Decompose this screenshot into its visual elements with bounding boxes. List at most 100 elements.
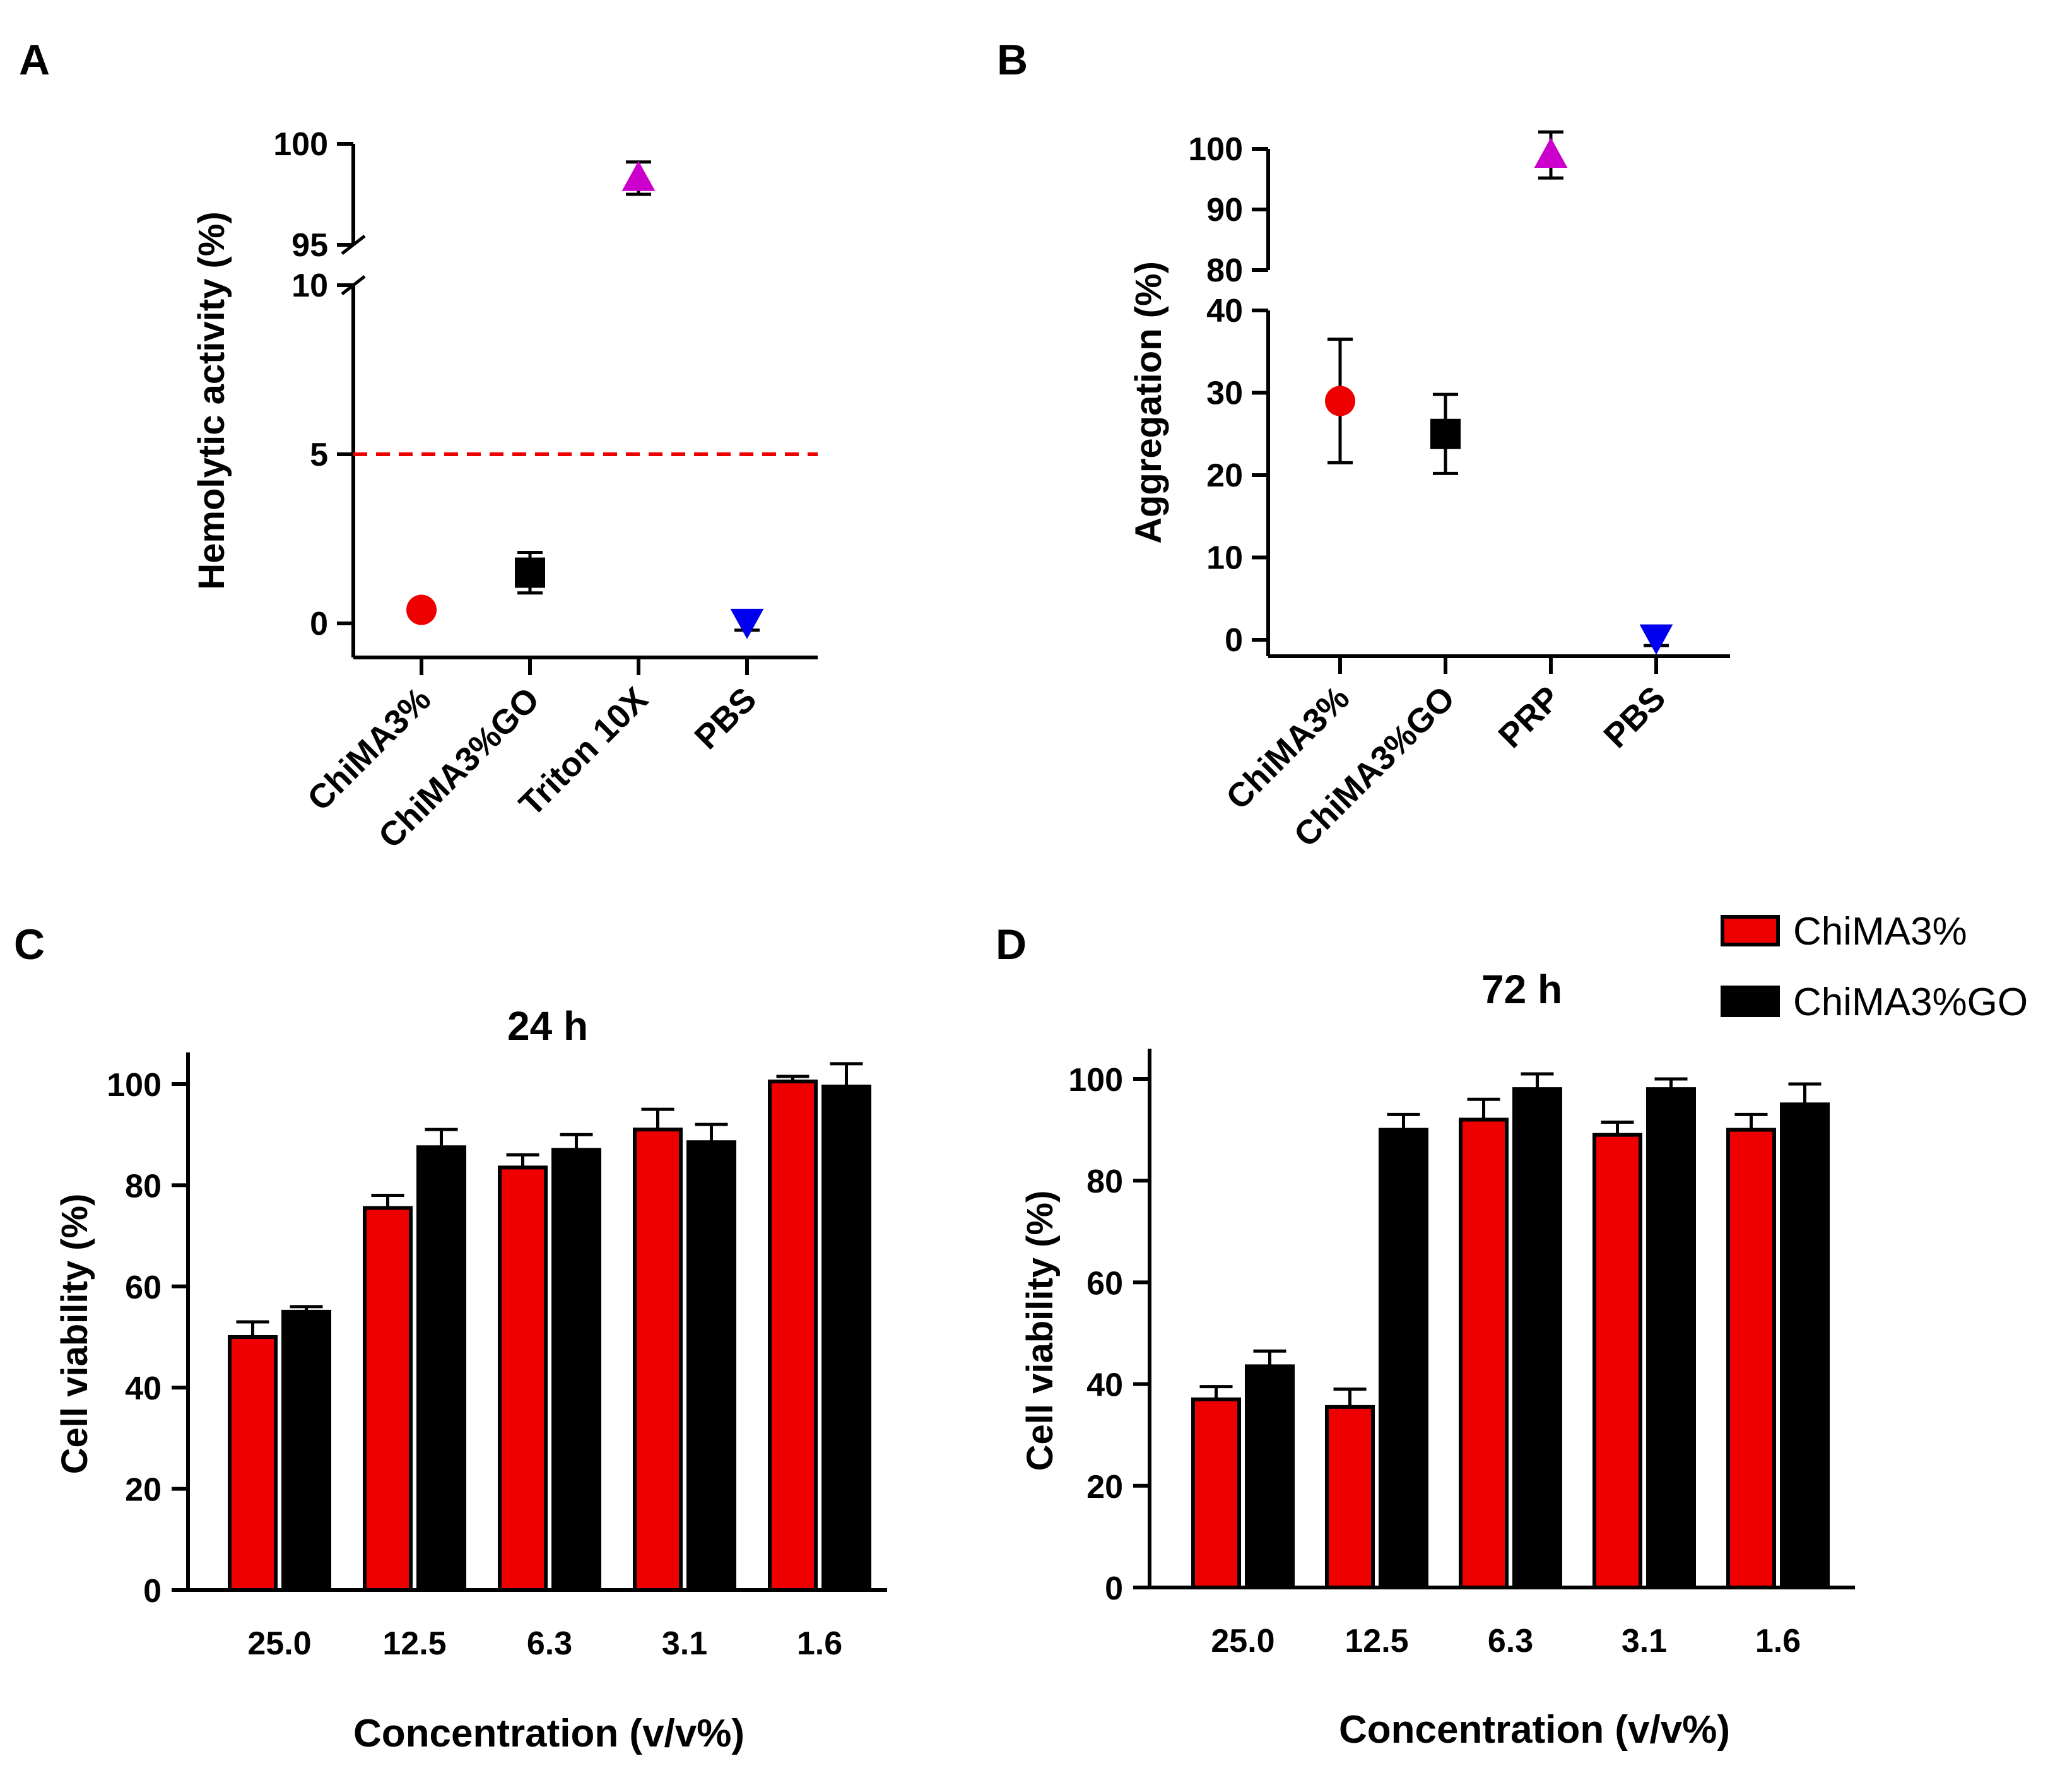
error-bar	[1253, 1349, 1286, 1368]
error-bar	[1467, 1097, 1500, 1121]
y-tick-label: 100	[1068, 1062, 1123, 1099]
legend-label: ChiMA3%	[1793, 910, 1967, 953]
y-axis-label: Aggregation (%)	[1128, 261, 1169, 544]
bar-chima3	[498, 1165, 548, 1592]
x-tick-label: 1.6	[797, 1625, 842, 1662]
error-bar	[425, 1128, 458, 1149]
y-tick-label: 80	[125, 1168, 162, 1205]
x-tick-label: PBS	[1597, 679, 1673, 755]
y-tick-label: 0	[310, 606, 328, 642]
bar-chima3	[1726, 1128, 1776, 1589]
bar-chima3go	[1780, 1102, 1830, 1590]
error-bar	[1788, 1082, 1822, 1106]
x-tick-label: PBS	[688, 680, 764, 757]
error-bar	[1199, 1385, 1233, 1401]
error-bar	[1601, 1121, 1634, 1137]
bar-chima3go	[281, 1309, 331, 1592]
panel-label: A	[19, 36, 50, 84]
y-tick-label: 80	[1086, 1163, 1123, 1200]
y-tick-label: 90	[1206, 192, 1243, 228]
error-bar	[236, 1320, 269, 1339]
error-bar	[1333, 1387, 1367, 1409]
y-axis-label: Hemolytic activity (%)	[191, 211, 232, 590]
panel-label: C	[14, 921, 45, 969]
bar-chima3	[363, 1206, 413, 1592]
bar-chima3	[768, 1079, 818, 1592]
bar-chima3go	[551, 1148, 601, 1592]
y-tick-label: 5	[310, 437, 328, 473]
error-bar	[1734, 1112, 1768, 1132]
x-tick-label: 25.0	[247, 1625, 311, 1662]
error-bar	[695, 1122, 728, 1144]
x-tick-label: 6.3	[1488, 1623, 1533, 1659]
data-point	[730, 608, 764, 639]
bar-chima3go	[1245, 1364, 1295, 1589]
bar-chima3	[1592, 1133, 1642, 1590]
error-bar	[371, 1193, 404, 1210]
error-bar	[641, 1107, 674, 1131]
bar-chima3go	[686, 1140, 736, 1592]
y-tick-label: 40	[1206, 293, 1243, 329]
error-bar	[1521, 1072, 1554, 1091]
data-point	[1430, 418, 1461, 449]
y-tick-label: 0	[1105, 1570, 1123, 1607]
x-tick-label: 3.1	[662, 1625, 707, 1662]
legend-label: ChiMA3%GO	[1793, 981, 2028, 1024]
legend-swatch	[1721, 915, 1780, 946]
panel-label: D	[996, 921, 1027, 969]
y-tick-label: 20	[1206, 457, 1243, 494]
legend-swatch	[1721, 986, 1780, 1017]
x-tick-label: 25.0	[1211, 1623, 1274, 1659]
bar-chima3go	[1646, 1087, 1696, 1589]
x-tick-label: PRP	[1492, 679, 1568, 755]
x-axis-label: Concentration (v/v%)	[353, 1712, 745, 1755]
panel-C: C 24 h 0 20 40 60 80 100 Cell viability (%) Conce…	[14, 921, 887, 1755]
x-tick-label: 3.1	[1622, 1623, 1667, 1659]
error-bar	[560, 1133, 593, 1152]
x-tick-label: 1.6	[1755, 1623, 1801, 1659]
y-tick-label: 100	[273, 126, 328, 163]
bar-chima3	[1191, 1397, 1241, 1590]
bar-chima3	[228, 1335, 278, 1592]
y-tick-label: 80	[1206, 252, 1243, 289]
y-tick-label: 40	[1086, 1367, 1123, 1404]
panel-label: B	[997, 36, 1028, 84]
data-point	[515, 557, 545, 588]
y-tick-label: 30	[1206, 375, 1243, 412]
y-tick-label: 10	[291, 268, 328, 304]
y-tick-label: 0	[143, 1573, 162, 1610]
data-point	[1639, 624, 1673, 655]
y-axis-label: Cell viability (%)	[1020, 1191, 1061, 1471]
x-tick-label: 12.5	[382, 1625, 446, 1662]
chart-title: 24 h	[507, 1003, 588, 1049]
bar-chima3go	[416, 1145, 466, 1592]
data-point	[1534, 138, 1568, 168]
bar-chima3go	[1512, 1087, 1562, 1589]
bar-chima3go	[821, 1085, 871, 1592]
y-tick-label: 40	[125, 1370, 162, 1407]
x-axis-label: Concentration (v/v%)	[1339, 1708, 1730, 1752]
data-point	[621, 160, 656, 191]
y-tick-label: 100	[107, 1067, 162, 1104]
bar-chima3	[1325, 1405, 1375, 1590]
y-tick-label: 20	[1086, 1469, 1123, 1505]
bar-chima3	[633, 1128, 683, 1593]
panel-D: D 72 h 0 20 40 60 80 100 Cell viability (%) Conce…	[996, 910, 2028, 1752]
y-tick-label: 0	[1225, 622, 1243, 659]
data-point	[1325, 386, 1355, 416]
x-tick-label: 6.3	[527, 1625, 572, 1662]
bar-chima3	[1459, 1117, 1509, 1589]
chart-title: 72 h	[1481, 967, 1562, 1012]
bar-chima3go	[1379, 1128, 1428, 1589]
error-bar	[830, 1062, 863, 1088]
data-point	[406, 594, 437, 625]
error-bar	[1387, 1112, 1420, 1132]
y-tick-label: 60	[125, 1269, 162, 1306]
y-axis-label: Cell viability (%)	[54, 1194, 95, 1475]
y-tick-label: 10	[1206, 540, 1243, 577]
y-tick-label: 95	[291, 227, 328, 264]
x-tick-label: 12.5	[1345, 1623, 1408, 1659]
